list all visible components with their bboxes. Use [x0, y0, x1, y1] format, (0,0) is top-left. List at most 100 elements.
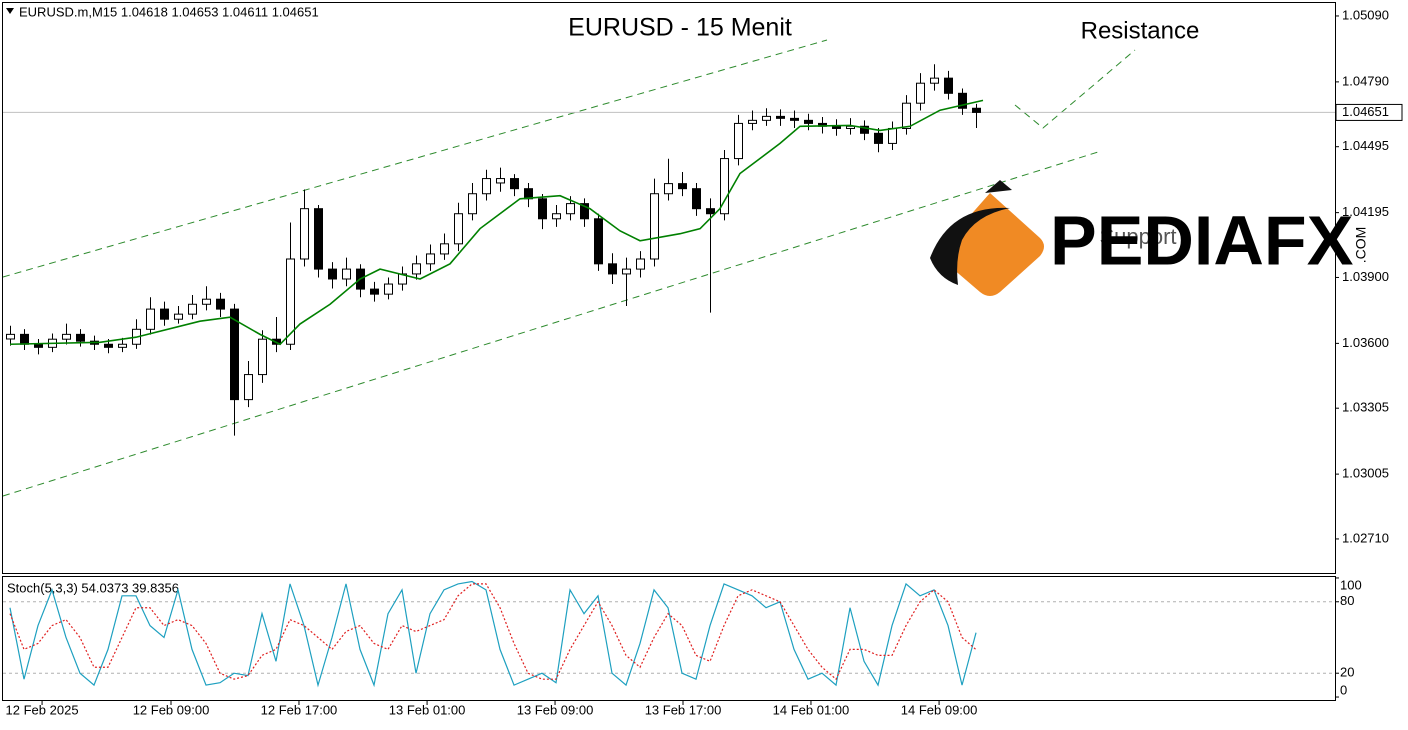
candle-body: [188, 303, 197, 315]
x-tick-label: 14 Feb 09:00: [901, 702, 978, 717]
x-tick-label: 13 Feb 09:00: [517, 702, 594, 717]
y-tick-label: 1.03005: [1342, 466, 1389, 481]
annotation-resistance: Resistance: [1081, 17, 1200, 44]
candle-body: [342, 268, 351, 280]
candle-body: [552, 213, 561, 220]
stoch-panel: [2, 576, 1336, 701]
candle-body: [6, 333, 15, 340]
chart-header: EURUSD.m,M15 1.04618 1.04653 1.04611 1.0…: [19, 4, 319, 19]
candle-body: [202, 298, 211, 305]
stoch-title: Stoch(5,3,3) 54.0373 39.8356: [7, 580, 179, 595]
y-tick-label: 1.04790: [1342, 73, 1389, 88]
candle-body: [580, 203, 589, 220]
x-tick-label: 13 Feb 01:00: [389, 702, 466, 717]
candle-body: [328, 268, 337, 280]
watermark-suffix: .COM: [1353, 227, 1369, 264]
candle-body: [650, 193, 659, 260]
candle-body: [146, 308, 155, 330]
candle-body: [776, 115, 785, 119]
logo-swoosh: [930, 207, 1010, 285]
current-price-box: [1335, 103, 1403, 121]
candle-body: [118, 343, 127, 348]
candle-body: [440, 243, 449, 255]
y-tick-label: 100: [1340, 577, 1362, 592]
candle-body: [790, 117, 799, 121]
candle-body: [972, 107, 981, 113]
x-tick-label: 12 Feb 17:00: [261, 702, 338, 717]
candle-body: [20, 333, 29, 345]
candle-body: [482, 178, 491, 195]
candle-body: [34, 343, 43, 348]
candle-body: [510, 178, 519, 190]
x-tick-label: 12 Feb 2025: [6, 702, 79, 717]
candle-body: [888, 127, 897, 144]
candle-body: [538, 198, 547, 220]
y-tick-label: 1.05090: [1342, 7, 1389, 22]
candle-body: [762, 115, 771, 121]
candle-body: [468, 193, 477, 215]
candle-body: [944, 77, 953, 94]
candle-body: [594, 218, 603, 265]
candle-body: [874, 132, 883, 144]
candle-body: [286, 258, 295, 345]
y-tick-label: 80: [1340, 593, 1354, 608]
logo-tip: [985, 180, 1012, 193]
x-tick-label: 13 Feb 17:00: [645, 702, 722, 717]
candle-body: [258, 338, 267, 376]
candle-body: [314, 208, 323, 270]
y-tick-label: 1.02710: [1342, 530, 1389, 545]
main-panel: [2, 2, 1336, 574]
candle-body: [216, 298, 225, 310]
candle-body: [76, 333, 85, 342]
candle-body: [300, 208, 309, 260]
candle-body: [748, 119, 757, 124]
candle-body: [706, 208, 715, 215]
candle-body: [622, 268, 631, 275]
candle-body: [104, 343, 113, 348]
candle-body: [678, 183, 687, 190]
candle-body: [860, 125, 869, 134]
candle-body: [370, 288, 379, 295]
moving-average: [9, 99, 984, 346]
candle-body: [958, 92, 967, 109]
candle-body: [230, 308, 239, 401]
candle-body: [720, 158, 729, 215]
watermark: PEDIAFX .COM: [930, 180, 1369, 296]
candle-body: [636, 258, 645, 270]
candle-body: [160, 308, 169, 320]
logo-shape: [941, 193, 1044, 296]
candle-body: [692, 188, 701, 210]
candle-body: [916, 82, 925, 104]
candle-body: [734, 122, 743, 160]
current-price-label: 1.04651: [1342, 104, 1389, 119]
y-tick-label: 1.03900: [1342, 269, 1389, 284]
candle-body: [608, 263, 617, 275]
y-tick-label: 1.03600: [1342, 335, 1389, 350]
candle-body: [832, 125, 841, 129]
y-tick-label: 1.04195: [1342, 204, 1389, 219]
candle-body: [454, 213, 463, 245]
y-tick-label: 20: [1340, 665, 1354, 680]
candle-body: [62, 333, 71, 340]
stoch-line: [9, 580, 977, 688]
candle-body: [496, 178, 505, 184]
x-tick-label: 14 Feb 01:00: [773, 702, 850, 717]
header-arrow: [6, 8, 14, 14]
x-tick-label: 12 Feb 09:00: [133, 702, 210, 717]
candle-body: [566, 203, 575, 215]
candle-body: [930, 77, 939, 84]
y-tick-label: 0: [1340, 682, 1347, 697]
candle-body: [244, 374, 253, 401]
candle-body: [426, 253, 435, 265]
chart-title: EURUSD - 15 Menit: [568, 14, 792, 42]
channel-upper: [2, 39, 828, 278]
candle-body: [804, 119, 813, 124]
watermark-text: PEDIAFX: [1050, 201, 1354, 279]
candle-body: [412, 263, 421, 275]
candle-body: [174, 313, 183, 320]
annotation-support: Support: [1099, 224, 1176, 249]
y-tick-label: 1.04495: [1342, 138, 1389, 153]
y-tick-label: 1.03305: [1342, 400, 1389, 415]
